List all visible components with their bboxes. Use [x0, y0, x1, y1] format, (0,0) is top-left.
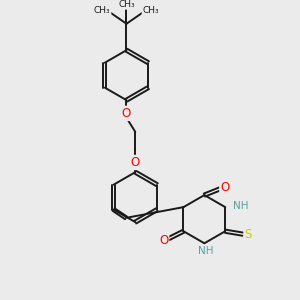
Text: CH₃: CH₃ — [142, 6, 159, 15]
Text: O: O — [122, 107, 131, 120]
Text: O: O — [220, 181, 230, 194]
Text: NH: NH — [233, 201, 249, 211]
Text: O: O — [131, 156, 140, 169]
Text: CH₃: CH₃ — [118, 0, 135, 9]
Text: S: S — [244, 228, 252, 241]
Text: CH₃: CH₃ — [94, 6, 110, 15]
Text: O: O — [159, 233, 168, 247]
Text: NH: NH — [198, 246, 214, 256]
